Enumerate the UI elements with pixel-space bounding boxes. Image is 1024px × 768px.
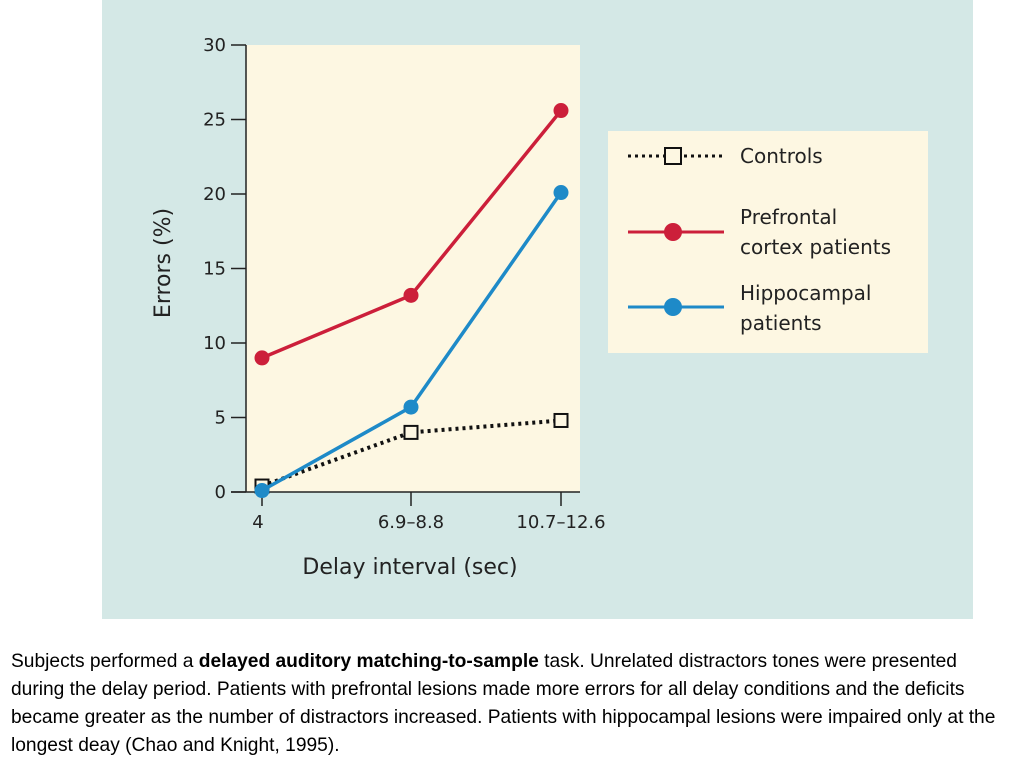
data-point-hippocampal-patients bbox=[403, 399, 419, 415]
legend-label-controls: Controls bbox=[740, 144, 823, 168]
data-point-controls bbox=[403, 424, 419, 440]
data-point-prefrontal-cortex-patients bbox=[254, 350, 270, 366]
figure-caption: Subjects performed a delayed auditory ma… bbox=[11, 648, 1011, 760]
y-tick-label: 0 bbox=[215, 482, 226, 503]
x-axis-label: Delay interval (sec) bbox=[302, 555, 517, 580]
x-tick-label: 6.9–8.8 bbox=[378, 512, 444, 533]
y-tick-label: 5 bbox=[215, 408, 226, 429]
data-point-controls bbox=[553, 412, 569, 428]
axes: 0 5 10 15 20 25 30 4 6.9–8.8 10.7–12.6 bbox=[203, 35, 605, 533]
legend-marker-controls bbox=[664, 147, 682, 165]
caption-text-rest: task. Unrelated distractors tones were p… bbox=[11, 651, 996, 756]
x-tick-label: 10.7–12.6 bbox=[516, 512, 605, 533]
y-tick-label: 15 bbox=[203, 259, 226, 280]
data-point-hippocampal-patients bbox=[254, 483, 270, 499]
legend-box bbox=[608, 131, 928, 353]
data-point-hippocampal-patients bbox=[553, 185, 569, 201]
y-tick-label: 20 bbox=[203, 184, 226, 205]
data-point-prefrontal-cortex-patients bbox=[403, 287, 419, 303]
legend-label-prefrontal-line1: Prefrontal bbox=[740, 205, 837, 229]
caption-text-start: Subjects performed a bbox=[11, 651, 199, 672]
legend-label-hippocampal-line2: patients bbox=[740, 311, 822, 335]
series-layer bbox=[254, 103, 569, 499]
legend-marker-prefrontal bbox=[664, 223, 682, 241]
caption-task-name: delayed auditory matching-to-sample bbox=[198, 651, 539, 672]
y-tick-label: 10 bbox=[203, 333, 226, 354]
legend: Controls Prefrontal cortex patients Hipp… bbox=[608, 131, 928, 353]
y-tick-label: 30 bbox=[203, 35, 226, 56]
data-point-prefrontal-cortex-patients bbox=[553, 103, 569, 119]
y-tick-label: 25 bbox=[203, 110, 226, 131]
plot-area bbox=[246, 45, 580, 492]
legend-marker-hippocampal bbox=[664, 298, 682, 316]
line-chart: 0 5 10 15 20 25 30 4 6.9–8.8 10.7–12.6 Delay inte… bbox=[151, 35, 928, 580]
y-axis-label: Errors (%) bbox=[151, 208, 176, 318]
x-tick-label: 4 bbox=[252, 512, 263, 533]
legend-label-prefrontal-line2: cortex patients bbox=[740, 235, 891, 259]
legend-label-hippocampal-line1: Hippocampal bbox=[740, 281, 871, 305]
